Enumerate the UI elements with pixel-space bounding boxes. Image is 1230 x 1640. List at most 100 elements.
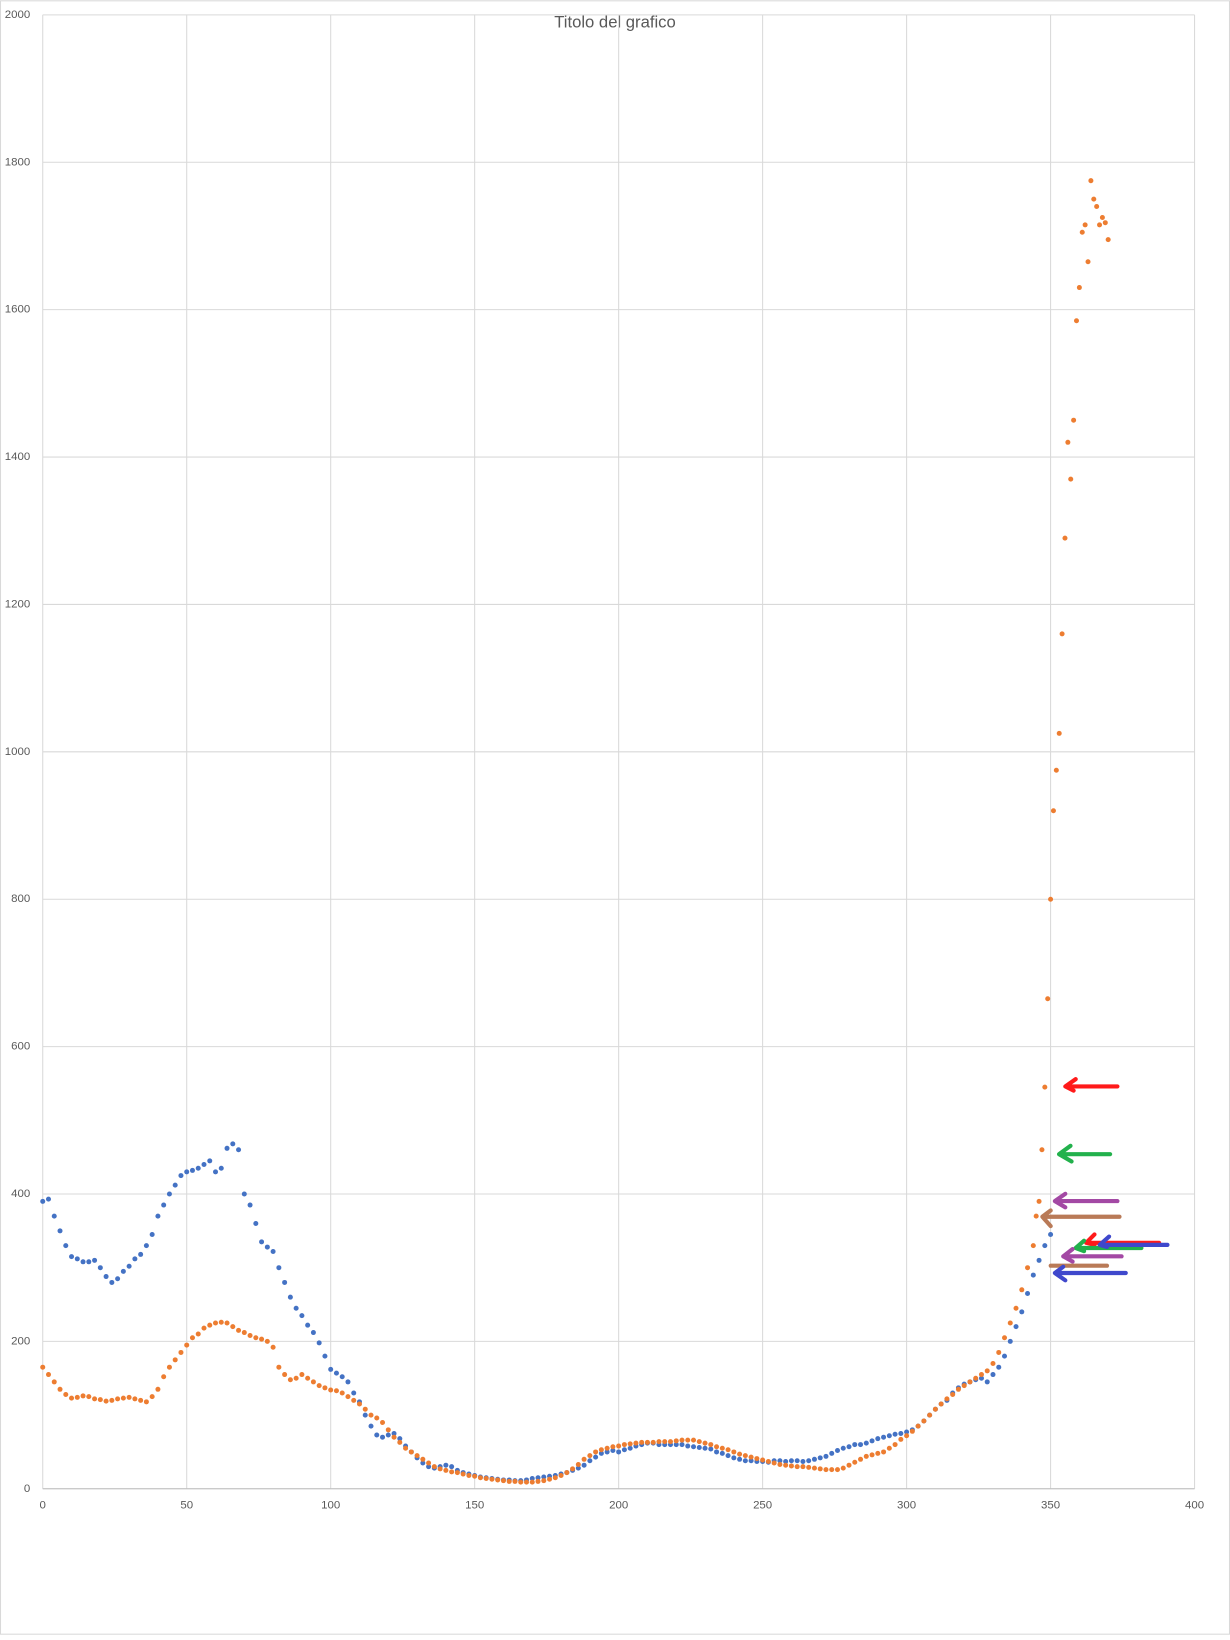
point xyxy=(886,1445,892,1451)
point xyxy=(518,1479,524,1485)
point xyxy=(927,1412,933,1418)
point xyxy=(86,1259,92,1265)
point xyxy=(57,1386,63,1392)
point xyxy=(978,1372,984,1378)
point xyxy=(996,1349,1002,1355)
point xyxy=(115,1396,121,1402)
point xyxy=(397,1439,403,1445)
point xyxy=(1030,1272,1036,1278)
point xyxy=(771,1460,777,1466)
point xyxy=(587,1453,593,1459)
y-tick-label: 1000 xyxy=(5,746,30,758)
point xyxy=(817,1455,823,1461)
point xyxy=(213,1320,219,1326)
point xyxy=(316,1383,322,1389)
point xyxy=(57,1228,63,1234)
point xyxy=(305,1322,311,1328)
point xyxy=(881,1434,887,1440)
point xyxy=(333,1388,339,1394)
point xyxy=(834,1447,840,1453)
point xyxy=(950,1391,956,1397)
point xyxy=(1088,178,1094,184)
point xyxy=(731,1449,737,1455)
point xyxy=(829,1450,835,1456)
point xyxy=(765,1459,771,1465)
point xyxy=(414,1453,420,1459)
point xyxy=(961,1383,967,1389)
point xyxy=(1076,285,1082,291)
point xyxy=(92,1257,98,1263)
point xyxy=(535,1475,541,1481)
point xyxy=(840,1465,846,1471)
point xyxy=(610,1444,616,1450)
point xyxy=(1025,1265,1031,1271)
point xyxy=(834,1467,840,1473)
point xyxy=(742,1458,748,1464)
point xyxy=(178,1349,184,1355)
point xyxy=(512,1478,518,1484)
point xyxy=(115,1276,121,1282)
arrow xyxy=(1056,1143,1113,1164)
point xyxy=(437,1466,443,1472)
point xyxy=(362,1406,368,1412)
point xyxy=(587,1458,593,1464)
annotation-arrows xyxy=(1040,1077,1170,1283)
point xyxy=(955,1386,961,1392)
point xyxy=(570,1466,576,1472)
point xyxy=(858,1456,864,1462)
point xyxy=(673,1442,679,1448)
point xyxy=(691,1444,697,1450)
point xyxy=(990,1361,996,1367)
point xyxy=(97,1397,103,1403)
point xyxy=(552,1475,558,1481)
point xyxy=(748,1454,754,1460)
point xyxy=(541,1474,547,1480)
point xyxy=(385,1432,391,1438)
point xyxy=(443,1467,449,1473)
arrow xyxy=(1061,1246,1124,1264)
point xyxy=(846,1444,852,1450)
point xyxy=(403,1445,409,1451)
point xyxy=(852,1442,858,1448)
point xyxy=(1002,1335,1008,1341)
point xyxy=(109,1397,115,1403)
point xyxy=(408,1449,414,1455)
point xyxy=(996,1364,1002,1370)
point xyxy=(535,1478,541,1484)
point xyxy=(172,1182,178,1188)
point xyxy=(316,1340,322,1346)
point xyxy=(1030,1243,1036,1249)
point xyxy=(984,1379,990,1385)
point xyxy=(800,1459,806,1465)
point xyxy=(581,1456,587,1462)
point xyxy=(714,1449,720,1455)
point xyxy=(898,1431,904,1437)
point xyxy=(356,1401,362,1407)
point xyxy=(610,1447,616,1453)
point xyxy=(443,1462,449,1468)
point xyxy=(345,1394,351,1400)
point xyxy=(892,1442,898,1448)
point xyxy=(287,1294,293,1300)
point xyxy=(725,1453,731,1459)
point xyxy=(973,1375,979,1381)
point xyxy=(719,1450,725,1456)
point xyxy=(1007,1338,1013,1344)
point xyxy=(97,1265,103,1271)
point xyxy=(236,1327,242,1333)
point xyxy=(984,1368,990,1374)
point xyxy=(990,1372,996,1378)
point xyxy=(80,1393,86,1399)
point xyxy=(500,1478,506,1484)
point xyxy=(788,1463,794,1469)
point xyxy=(547,1476,553,1482)
point xyxy=(1045,996,1051,1002)
point xyxy=(967,1379,973,1385)
point xyxy=(593,1449,599,1455)
point xyxy=(748,1458,754,1464)
point xyxy=(293,1375,299,1381)
point xyxy=(840,1445,846,1451)
point xyxy=(264,1244,270,1250)
